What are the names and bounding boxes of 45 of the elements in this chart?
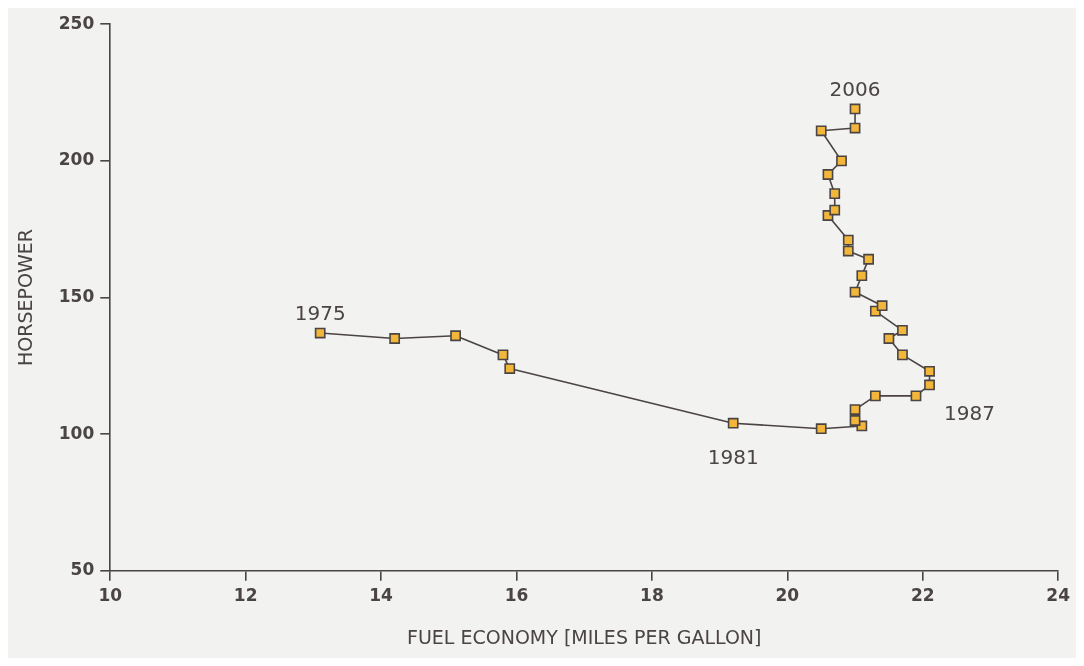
x-tick-label: 24 <box>1046 585 1071 606</box>
point <box>897 349 908 361</box>
y-axis-title: HORSEPOWER <box>14 229 37 366</box>
y-tick-label: 50 <box>70 559 95 580</box>
annotation: 1987 <box>944 401 995 426</box>
point <box>856 270 868 282</box>
point <box>863 253 874 265</box>
point <box>924 379 935 391</box>
y-tick-label: 100 <box>58 422 95 443</box>
point <box>727 417 739 429</box>
point <box>497 349 509 361</box>
annotation: 1975 <box>294 301 346 326</box>
point <box>849 404 861 415</box>
point <box>897 324 908 336</box>
point <box>450 330 461 342</box>
point <box>849 415 861 426</box>
point <box>883 333 895 344</box>
point <box>829 188 841 200</box>
x-tick-label: 12 <box>233 585 258 606</box>
point <box>869 390 881 402</box>
point <box>504 363 516 374</box>
x-tick-label: 22 <box>910 585 935 606</box>
point <box>924 365 935 377</box>
point <box>842 234 854 246</box>
x-axis-title: FUEL ECONOMY [MILES PER GALLON] <box>406 625 762 648</box>
annotation: 1981 <box>707 445 759 470</box>
y-tick-label: 250 <box>58 12 95 33</box>
y-tick-label: 200 <box>58 149 95 170</box>
x-tick-label: 14 <box>369 585 394 606</box>
point <box>910 390 922 402</box>
point <box>876 300 888 312</box>
point <box>314 327 326 339</box>
point <box>815 125 827 137</box>
point <box>836 155 847 167</box>
point <box>822 169 834 180</box>
point <box>829 204 841 216</box>
annotation: 2006 <box>829 77 881 102</box>
y-tick-label: 150 <box>58 285 95 306</box>
x-tick-label: 16 <box>504 585 529 606</box>
x-tick-label: 20 <box>775 585 800 606</box>
x-tick-label: 10 <box>98 585 123 606</box>
point <box>815 423 827 435</box>
x-tick-label: 18 <box>640 585 664 606</box>
point <box>389 333 401 344</box>
point <box>842 245 854 257</box>
